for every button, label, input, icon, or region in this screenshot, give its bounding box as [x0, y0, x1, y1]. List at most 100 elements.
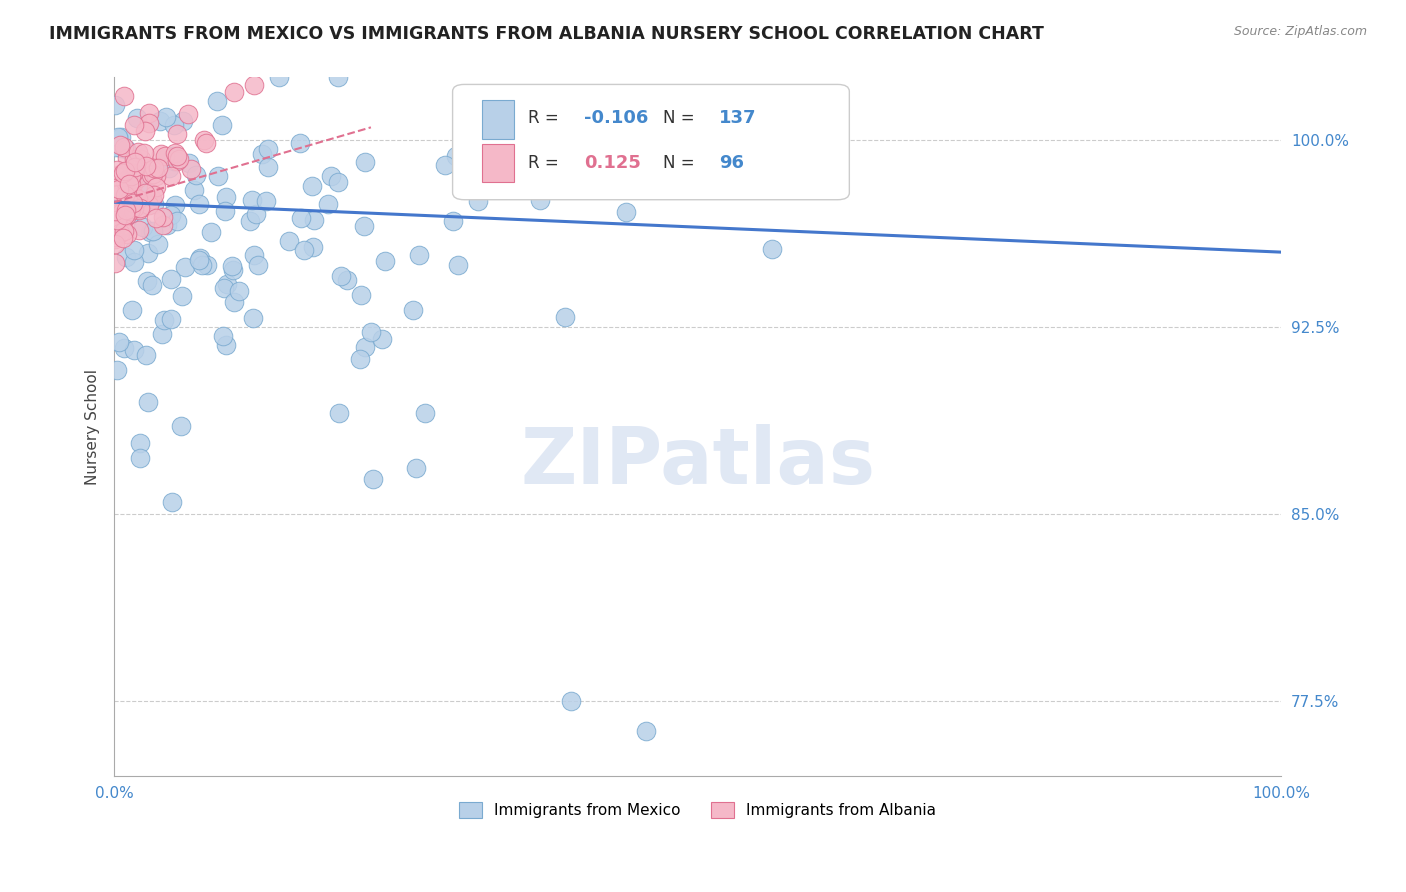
Point	[160, 169, 183, 183]
Point	[107, 168, 129, 182]
Point	[193, 133, 215, 147]
Point	[110, 206, 132, 220]
Point	[125, 111, 148, 125]
Point	[139, 225, 162, 239]
Point	[155, 110, 177, 124]
Point	[405, 461, 427, 475]
Point	[211, 329, 233, 343]
Text: Source: ZipAtlas.com: Source: ZipAtlas.com	[1233, 25, 1367, 38]
Point	[105, 363, 128, 377]
Point	[163, 146, 186, 161]
Point	[159, 208, 181, 222]
Point	[108, 138, 131, 153]
Point	[108, 335, 131, 350]
Point	[207, 94, 229, 108]
Point	[108, 130, 131, 145]
Point	[122, 243, 145, 257]
Point	[163, 154, 186, 169]
Text: 96: 96	[718, 154, 744, 172]
FancyBboxPatch shape	[482, 101, 515, 139]
Point	[131, 220, 153, 235]
Point	[124, 118, 146, 132]
Point	[177, 155, 200, 169]
Point	[329, 268, 352, 283]
Point	[321, 169, 343, 184]
Point	[371, 333, 394, 347]
Point	[122, 199, 145, 213]
Point	[104, 229, 127, 244]
Point	[115, 190, 138, 204]
Text: R =: R =	[529, 109, 564, 127]
Point	[112, 224, 135, 238]
Point	[122, 166, 145, 180]
Point	[441, 214, 464, 228]
Point	[142, 224, 165, 238]
Point	[239, 214, 262, 228]
Point	[252, 147, 274, 161]
Point	[188, 251, 211, 265]
Point	[134, 182, 156, 196]
Point	[118, 177, 141, 191]
Point	[121, 161, 143, 175]
Point	[166, 154, 188, 169]
Point	[115, 181, 138, 195]
Point	[162, 495, 184, 509]
Point	[160, 272, 183, 286]
Point	[124, 160, 146, 174]
Text: -0.106: -0.106	[585, 109, 648, 127]
Point	[360, 325, 382, 339]
Point	[149, 147, 172, 161]
Point	[142, 197, 165, 211]
Point	[143, 188, 166, 202]
Point	[121, 169, 143, 183]
Point	[104, 140, 127, 154]
Point	[105, 169, 128, 184]
Point	[336, 273, 359, 287]
Point	[105, 217, 128, 231]
Point	[146, 161, 169, 175]
Point	[136, 246, 159, 260]
Point	[110, 141, 132, 155]
Point	[129, 197, 152, 211]
FancyBboxPatch shape	[482, 144, 515, 182]
Point	[267, 70, 290, 85]
Point	[138, 197, 160, 211]
Point	[141, 277, 163, 292]
Point	[131, 152, 153, 166]
Point	[506, 146, 529, 161]
Point	[124, 155, 146, 169]
Point	[127, 171, 149, 186]
Point	[290, 211, 312, 225]
Point	[112, 140, 135, 154]
Point	[242, 311, 264, 326]
Point	[278, 235, 301, 249]
Point	[121, 194, 143, 208]
Point	[537, 147, 560, 161]
FancyBboxPatch shape	[453, 85, 849, 200]
Point	[117, 227, 139, 242]
Point	[112, 341, 135, 355]
Point	[214, 203, 236, 218]
Point	[170, 289, 193, 303]
Point	[353, 155, 375, 169]
Point	[174, 260, 197, 274]
Point	[134, 177, 156, 191]
Point	[104, 189, 127, 203]
Legend: Immigrants from Mexico, Immigrants from Albania: Immigrants from Mexico, Immigrants from …	[453, 797, 942, 824]
Point	[245, 207, 267, 221]
Point	[302, 213, 325, 227]
Point	[301, 178, 323, 193]
Point	[328, 406, 350, 420]
Point	[145, 180, 167, 194]
Point	[464, 169, 486, 184]
Point	[242, 248, 264, 262]
Point	[127, 192, 149, 206]
Point	[136, 274, 159, 288]
Point	[163, 118, 186, 132]
Point	[117, 186, 139, 200]
Point	[350, 288, 373, 302]
Point	[434, 158, 457, 172]
Point	[467, 194, 489, 208]
Point	[215, 277, 238, 291]
Point	[105, 213, 128, 227]
